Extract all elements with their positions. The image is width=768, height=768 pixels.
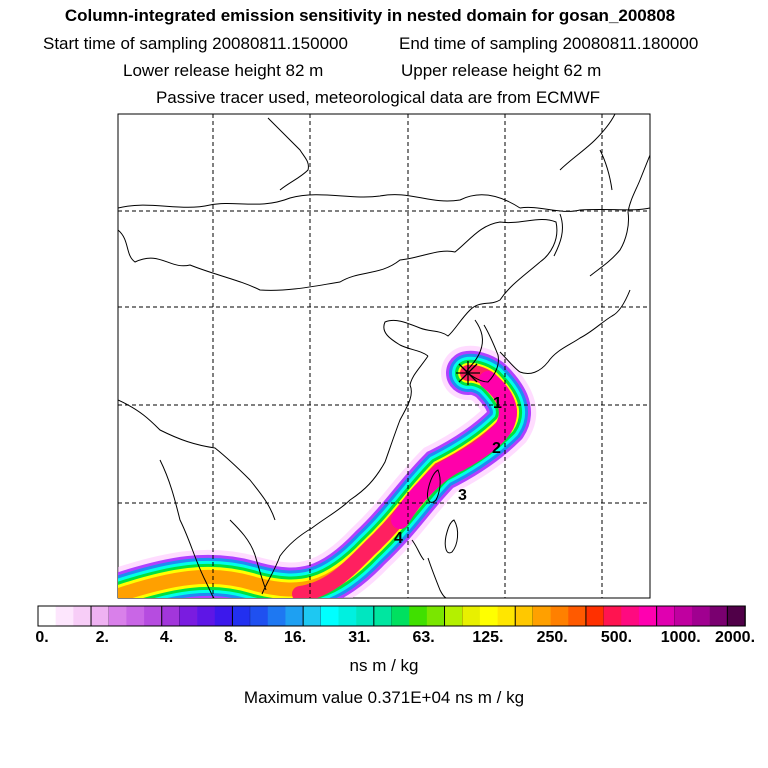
end-time-label: End time of sampling 20080811.180000 <box>399 34 699 53</box>
colorbar-cell <box>320 606 339 626</box>
colorbar-tick-label: 2. <box>95 629 109 646</box>
colorbar-cell <box>462 606 481 626</box>
colorbar-cell <box>197 606 216 626</box>
colorbar-cell <box>656 605 676 627</box>
colorbar-cell <box>603 606 622 626</box>
colorbar-cell <box>691 606 710 626</box>
map-panel: 1 2 3 4 <box>117 113 651 599</box>
lower-release-label: Lower release height 82 m <box>123 61 324 80</box>
colorbar-cell <box>426 606 445 626</box>
colorbar-cell <box>338 606 357 626</box>
day-label-2: 2 <box>492 440 501 457</box>
colorbar-cell <box>726 605 746 627</box>
day-labels: 1 2 3 4 <box>394 395 502 547</box>
start-time-label: Start time of sampling 20080811.150000 <box>43 34 348 53</box>
colorbar-cell <box>585 605 605 627</box>
colorbar-cell <box>179 606 198 626</box>
plot-title: Column-integrated emission sensitivity i… <box>64 6 676 25</box>
colorbar-cell <box>409 606 428 626</box>
colorbar-cell <box>73 606 92 626</box>
colorbar-tick-label: 16. <box>283 629 307 646</box>
colorbar-frame <box>37 605 746 627</box>
colorbar-cell <box>214 606 233 626</box>
colorbar-cell <box>550 606 569 626</box>
colorbar-cell <box>514 605 534 627</box>
tracer-note: Passive tracer used, meteorological data… <box>155 88 601 107</box>
colorbar-tick-label: 0. <box>35 629 49 646</box>
colorbar-cell <box>356 606 375 626</box>
colorbar-cell <box>674 606 693 626</box>
colorbar-cell <box>144 606 163 626</box>
colorbar-cell <box>126 606 145 626</box>
colorbar-cell <box>250 606 269 626</box>
colorbar-units: ns m / kg <box>349 656 419 675</box>
colorbar-tick-label: 63. <box>412 629 435 646</box>
colorbar-tick-label: 8. <box>224 629 238 646</box>
colorbar-cells <box>38 605 746 627</box>
colorbar-cell <box>38 606 56 626</box>
colorbar-tick-label: 500. <box>600 629 633 646</box>
colorbar-tick-label: 250. <box>536 629 568 646</box>
graticule <box>118 114 650 598</box>
upper-release-label: Upper release height 62 m <box>401 61 602 80</box>
colorbar-cell <box>302 605 322 627</box>
colorbar-cell <box>568 606 587 626</box>
colorbar-cell <box>391 606 410 626</box>
colorbar-cell <box>55 606 74 626</box>
colorbar-cell <box>161 605 181 627</box>
colorbar-cell <box>231 605 251 627</box>
plume-field <box>118 345 536 598</box>
coastlines <box>118 114 650 598</box>
day-label-4: 4 <box>394 530 403 547</box>
colorbar-cell <box>497 606 516 626</box>
colorbar-cell <box>285 606 304 626</box>
colorbar-tick-label: 31. <box>348 629 371 646</box>
maximum-value: Maximum value 0.371E+04 ns m / kg <box>243 688 525 707</box>
colorbar-cell <box>638 606 657 626</box>
colorbar-cell <box>373 605 393 627</box>
colorbar-tick-label: 4. <box>159 629 174 646</box>
colorbar-cell <box>444 605 463 627</box>
colorbar-cell <box>621 606 640 626</box>
colorbar-tick-label: 125. <box>472 629 504 646</box>
colorbar-cell <box>90 605 110 627</box>
colorbar-cell <box>108 606 127 626</box>
colorbar-cell <box>709 606 728 626</box>
colorbar-cell <box>532 606 551 626</box>
colorbar-tick-label: 1000. <box>660 629 701 646</box>
colorbar-cell <box>267 606 286 626</box>
colorbar-cell <box>479 606 498 626</box>
day-label-1: 1 <box>493 395 502 412</box>
colorbar-tick-label: 2000. <box>714 629 756 646</box>
colorbar <box>37 605 746 627</box>
day-label-3: 3 <box>458 487 467 504</box>
receptor-star-icon <box>456 361 480 385</box>
